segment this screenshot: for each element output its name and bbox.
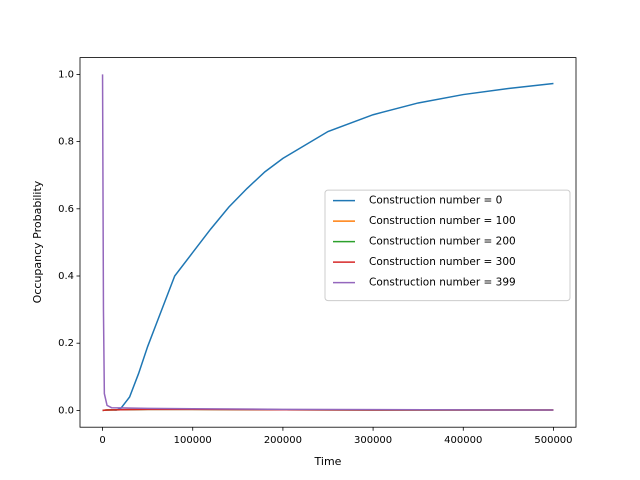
legend-label: Construction number = 300 (369, 256, 516, 268)
line-series (102, 82, 554, 412)
axes-frame (79, 57, 577, 428)
line-series (101, 74, 554, 411)
y-tick-label: 0.8 (58, 137, 74, 148)
y-tick-label: 0.6 (58, 204, 74, 215)
x-axis-label: Time (314, 455, 342, 468)
plot-area (101, 74, 554, 412)
legend-box (324, 189, 571, 302)
y-tick-label: 0.0 (58, 405, 74, 416)
x-tick-label: 500000 (534, 435, 572, 446)
x-tick-label: 300000 (354, 435, 392, 446)
legend-label: Construction number = 399 (369, 277, 516, 289)
legend-label: Construction number = 200 (369, 236, 516, 248)
legend: Construction number = 0 Construction numb… (324, 189, 571, 302)
legend-label: Construction number = 0 (369, 195, 502, 207)
x-tick-label: 200000 (264, 435, 302, 446)
y-tick-label: 0.4 (58, 271, 74, 282)
x-tick-label: 100000 (174, 435, 212, 446)
y-tick-label: 1.0 (58, 69, 74, 80)
y-tick-label: 0.2 (58, 338, 74, 349)
y-axis-label: Occupancy Probability (31, 180, 44, 303)
x-tick-label: 400000 (444, 435, 482, 446)
x-tick-label: 0 (99, 435, 105, 446)
legend-label: Construction number = 100 (369, 215, 516, 227)
